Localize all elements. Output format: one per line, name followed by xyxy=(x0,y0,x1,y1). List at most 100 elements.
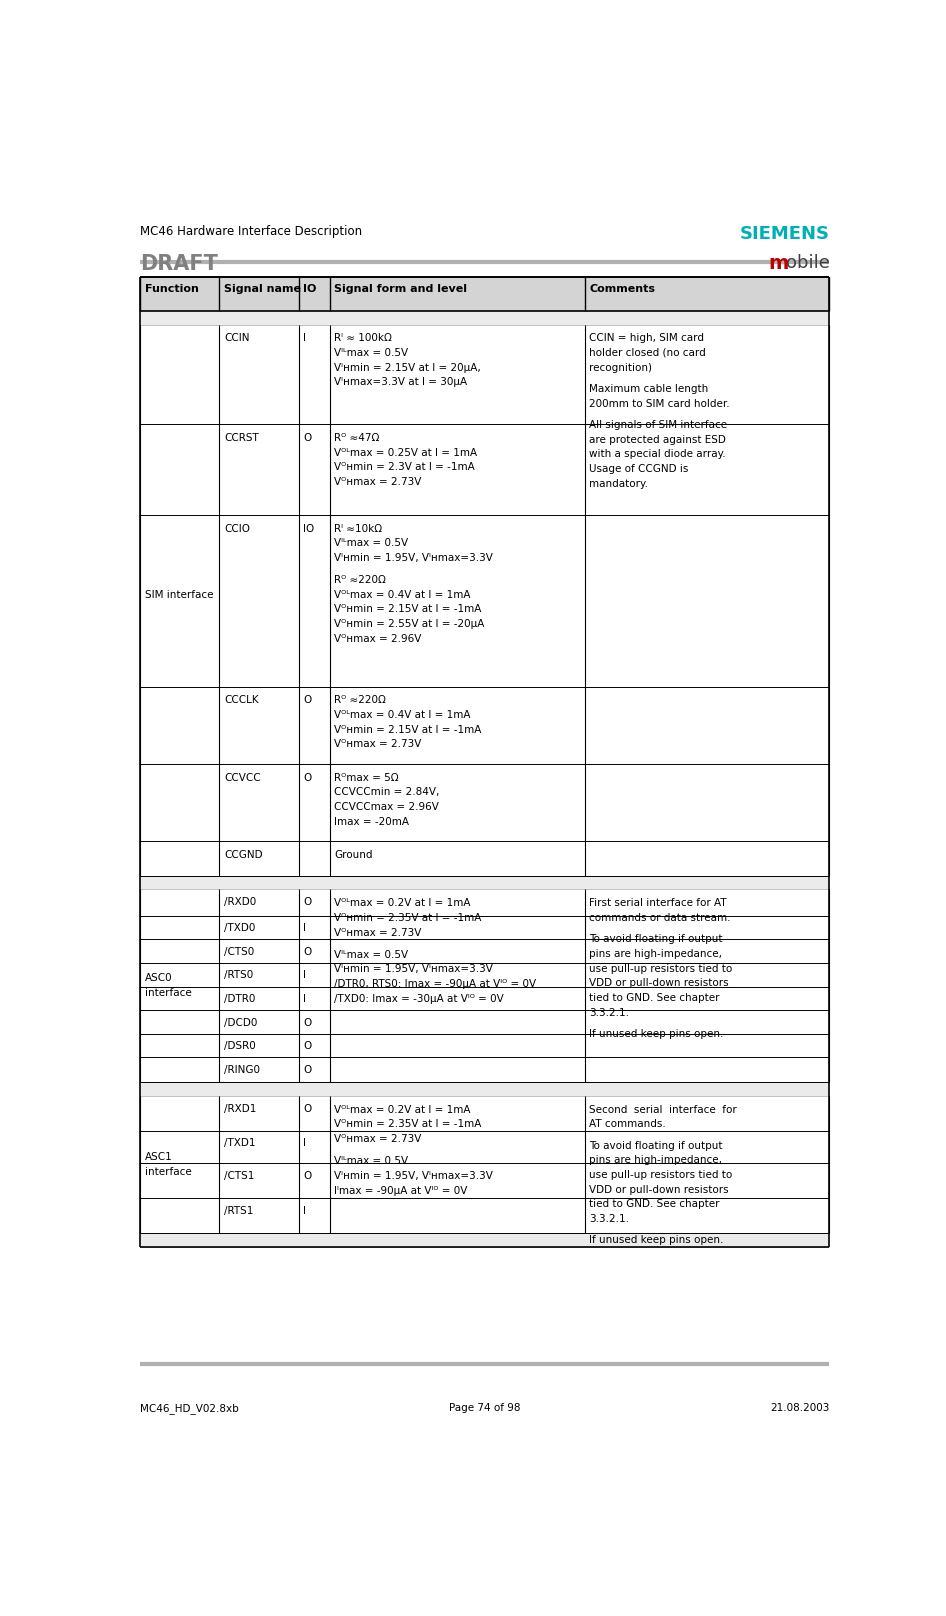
Text: CCVCCmax = 2.96V: CCVCCmax = 2.96V xyxy=(334,802,439,811)
Text: /CTS1: /CTS1 xyxy=(224,1170,254,1181)
Text: /RXD1: /RXD1 xyxy=(224,1104,256,1113)
Text: CCRST: CCRST xyxy=(224,433,258,443)
Text: I: I xyxy=(303,923,307,932)
Text: m: m xyxy=(769,254,789,273)
Text: 3.3.2.1.: 3.3.2.1. xyxy=(589,1008,629,1018)
Text: are protected against ESD: are protected against ESD xyxy=(589,435,726,444)
Text: Vᴵʜmax=3.3V at I = 30μA: Vᴵʜmax=3.3V at I = 30μA xyxy=(334,377,467,388)
Text: tied to GND. See chapter: tied to GND. See chapter xyxy=(589,992,720,1004)
Text: Vᴼʜmin = 2.35V at I = -1mA: Vᴼʜmin = 2.35V at I = -1mA xyxy=(334,1120,482,1130)
Text: O: O xyxy=(303,772,311,782)
Text: O: O xyxy=(303,433,311,443)
Text: I: I xyxy=(303,333,307,343)
Text: Rᴼmax = 5Ω: Rᴼmax = 5Ω xyxy=(334,772,399,782)
Text: Vᴼʜmax = 2.73V: Vᴼʜmax = 2.73V xyxy=(334,1134,422,1144)
Text: O: O xyxy=(303,695,311,705)
Text: Vᴼʜmin = 2.15V at I = -1mA: Vᴼʜmin = 2.15V at I = -1mA xyxy=(334,724,482,735)
Text: interface: interface xyxy=(145,1167,191,1176)
Text: pins are high-impedance,: pins are high-impedance, xyxy=(589,1155,722,1165)
Text: First serial interface for AT: First serial interface for AT xyxy=(589,898,727,908)
Text: 21.08.2003: 21.08.2003 xyxy=(770,1403,830,1414)
Text: CCIN: CCIN xyxy=(224,333,250,343)
Text: CCVCCmin = 2.84V,: CCVCCmin = 2.84V, xyxy=(334,787,440,797)
Text: /TXD0: Imax = -30μA at Vᴵᴼ = 0V: /TXD0: Imax = -30μA at Vᴵᴼ = 0V xyxy=(334,994,504,1004)
Text: O: O xyxy=(303,897,311,907)
Text: CCGND: CCGND xyxy=(224,850,263,860)
Text: 3.3.2.1.: 3.3.2.1. xyxy=(589,1214,629,1225)
Text: /DSR0: /DSR0 xyxy=(224,1041,255,1052)
Text: Usage of CCGND is: Usage of CCGND is xyxy=(589,464,689,473)
Text: I: I xyxy=(303,994,307,1004)
Text: To avoid floating if output: To avoid floating if output xyxy=(589,1141,723,1151)
Text: CCIO: CCIO xyxy=(224,524,250,533)
Text: ASC0: ASC0 xyxy=(145,973,172,984)
Text: Vᴵʜmin = 1.95V, Vᴵʜmax=3.3V: Vᴵʜmin = 1.95V, Vᴵʜmax=3.3V xyxy=(334,1172,493,1181)
Text: Signal form and level: Signal form and level xyxy=(334,283,467,294)
Text: Vᴼʜmin = 2.3V at I = -1mA: Vᴼʜmin = 2.3V at I = -1mA xyxy=(334,462,475,472)
Text: use pull-up resistors tied to: use pull-up resistors tied to xyxy=(589,1170,732,1180)
Text: Vᴼᴸmax = 0.2V at I = 1mA: Vᴼᴸmax = 0.2V at I = 1mA xyxy=(334,898,471,908)
Bar xyxy=(140,1233,830,1246)
Bar xyxy=(140,310,830,325)
Text: 200mm to SIM card holder.: 200mm to SIM card holder. xyxy=(589,399,729,409)
Text: Signal name: Signal name xyxy=(224,283,301,294)
Text: I: I xyxy=(303,1138,307,1149)
Text: I: I xyxy=(303,1206,307,1215)
Text: use pull-up resistors tied to: use pull-up resistors tied to xyxy=(589,963,732,973)
Text: MC46 Hardware Interface Description: MC46 Hardware Interface Description xyxy=(140,225,362,238)
Text: Vᴼʜmin = 2.55V at I = -20μA: Vᴼʜmin = 2.55V at I = -20μA xyxy=(334,619,484,629)
Text: CCIN = high, SIM card: CCIN = high, SIM card xyxy=(589,333,704,343)
Text: Second  serial  interface  for: Second serial interface for xyxy=(589,1105,737,1115)
Text: /TXD1: /TXD1 xyxy=(224,1138,255,1149)
Text: Vᴼᴸmax = 0.4V at I = 1mA: Vᴼᴸmax = 0.4V at I = 1mA xyxy=(334,590,471,600)
Text: If unused keep pins open.: If unused keep pins open. xyxy=(589,1236,724,1246)
Text: Rᴼ ≈220Ω: Rᴼ ≈220Ω xyxy=(334,575,386,585)
Text: IO: IO xyxy=(303,524,314,533)
Text: Rᴼ ≈47Ω: Rᴼ ≈47Ω xyxy=(334,433,379,443)
Text: Vᴵᴸmax = 0.5V: Vᴵᴸmax = 0.5V xyxy=(334,347,409,359)
Text: O: O xyxy=(303,1104,311,1113)
Text: /TXD0: /TXD0 xyxy=(224,923,255,932)
Text: O: O xyxy=(303,1018,311,1028)
Text: Vᴼᴸmax = 0.25V at I = 1mA: Vᴼᴸmax = 0.25V at I = 1mA xyxy=(334,448,478,457)
Bar xyxy=(140,876,830,889)
Text: tied to GND. See chapter: tied to GND. See chapter xyxy=(589,1199,720,1209)
Text: Vᴼᴸmax = 0.2V at I = 1mA: Vᴼᴸmax = 0.2V at I = 1mA xyxy=(334,1105,471,1115)
Text: Rᴵ ≈ 100kΩ: Rᴵ ≈ 100kΩ xyxy=(334,333,392,343)
Text: SIM interface: SIM interface xyxy=(145,590,213,600)
Text: pins are high-impedance,: pins are high-impedance, xyxy=(589,949,722,958)
Text: Vᴼʜmax = 2.73V: Vᴼʜmax = 2.73V xyxy=(334,928,422,937)
Text: Comments: Comments xyxy=(589,283,656,294)
Text: Vᴼʜmin = 2.15V at I = -1mA: Vᴼʜmin = 2.15V at I = -1mA xyxy=(334,604,482,614)
Text: I: I xyxy=(303,970,307,981)
Text: Iᴵmax = -90μA at Vᴵᴼ = 0V: Iᴵmax = -90μA at Vᴵᴼ = 0V xyxy=(334,1186,467,1196)
Text: ASC1: ASC1 xyxy=(145,1152,172,1162)
Text: O: O xyxy=(303,947,311,957)
Text: Vᴵᴸmax = 0.5V: Vᴵᴸmax = 0.5V xyxy=(334,538,409,548)
Text: commands or data stream.: commands or data stream. xyxy=(589,913,730,923)
Text: Rᴵ ≈10kΩ: Rᴵ ≈10kΩ xyxy=(334,524,382,533)
Text: /RING0: /RING0 xyxy=(224,1065,260,1075)
Text: CCVCC: CCVCC xyxy=(224,772,260,782)
Text: interface: interface xyxy=(145,989,191,999)
Text: If unused keep pins open.: If unused keep pins open. xyxy=(589,1029,724,1039)
Text: To avoid floating if output: To avoid floating if output xyxy=(589,934,723,944)
Text: Vᴼʜmax = 2.73V: Vᴼʜmax = 2.73V xyxy=(334,477,422,486)
Text: Vᴼᴸmax = 0.4V at I = 1mA: Vᴼᴸmax = 0.4V at I = 1mA xyxy=(334,709,471,721)
Text: Vᴼʜmin = 2.35V at I = -1mA: Vᴼʜmin = 2.35V at I = -1mA xyxy=(334,913,482,923)
Text: /CTS0: /CTS0 xyxy=(224,947,254,957)
Text: obile: obile xyxy=(785,254,830,271)
Text: recognition): recognition) xyxy=(589,362,652,373)
Text: SIEMENS: SIEMENS xyxy=(740,225,830,242)
Text: DRAFT: DRAFT xyxy=(140,254,219,273)
Text: Imax = -20mA: Imax = -20mA xyxy=(334,816,410,826)
Text: /RXD0: /RXD0 xyxy=(224,897,256,907)
Text: with a special diode array.: with a special diode array. xyxy=(589,449,726,459)
Text: VDD or pull-down resistors: VDD or pull-down resistors xyxy=(589,978,728,989)
Text: holder closed (no card: holder closed (no card xyxy=(589,347,706,359)
Text: /RTS0: /RTS0 xyxy=(224,970,254,981)
Text: O: O xyxy=(303,1170,311,1181)
Text: Function: Function xyxy=(145,283,199,294)
Text: IO: IO xyxy=(303,283,317,294)
Text: Vᴼʜmax = 2.96V: Vᴼʜmax = 2.96V xyxy=(334,633,422,643)
